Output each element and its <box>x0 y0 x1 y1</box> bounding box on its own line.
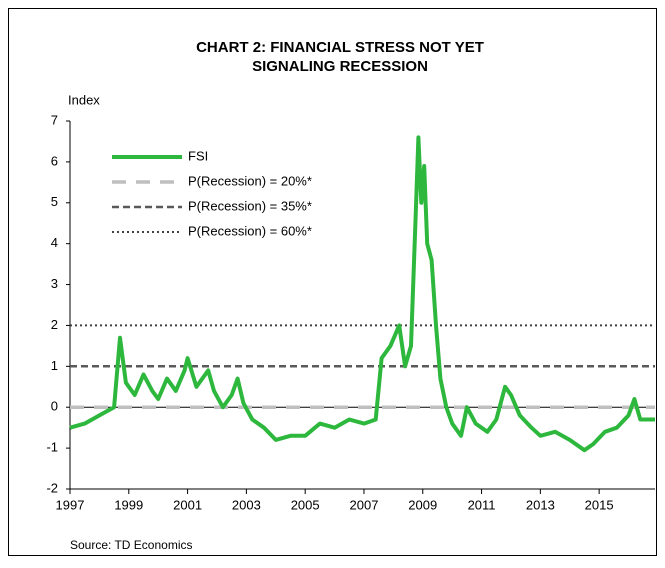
x-tick-label: 2007 <box>350 497 379 512</box>
x-tick-label: 2009 <box>408 497 437 512</box>
chart-title: CHART 2: FINANCIAL STRESS NOT YET <box>196 39 484 56</box>
y-tick-label: 7 <box>51 112 58 127</box>
x-tick-label: 1999 <box>114 497 143 512</box>
y-axis-label: Index <box>68 92 100 107</box>
y-tick-label: 2 <box>51 317 58 332</box>
frame <box>8 8 657 556</box>
chart-title: SIGNALING RECESSION <box>252 58 428 75</box>
y-tick-label: 3 <box>51 276 58 291</box>
x-tick-label: 2003 <box>232 497 261 512</box>
x-tick-label: 2005 <box>291 497 320 512</box>
y-tick-label: -2 <box>46 480 58 495</box>
y-tick-label: 6 <box>51 153 58 168</box>
x-tick-label: 1997 <box>56 497 85 512</box>
legend-label: P(Recession) = 60%* <box>188 223 312 238</box>
source: Source: TD Economics <box>70 538 193 552</box>
x-tick-label: 2011 <box>468 497 496 512</box>
x-tick-label: 2001 <box>173 497 202 512</box>
x-tick-label: 2013 <box>526 497 555 512</box>
y-tick-label: 0 <box>51 399 58 414</box>
y-tick-label: -1 <box>46 440 58 455</box>
legend-label: FSI <box>188 148 208 163</box>
x-tick-label: 2015 <box>585 497 614 512</box>
series-line <box>69 135 655 453</box>
y-tick-label: 5 <box>51 194 58 209</box>
y-tick-label: 4 <box>51 235 58 250</box>
legend-label: P(Recession) = 20%* <box>188 173 312 188</box>
legend-label: P(Recession) = 35%* <box>188 198 312 213</box>
y-tick-label: 1 <box>51 358 58 373</box>
